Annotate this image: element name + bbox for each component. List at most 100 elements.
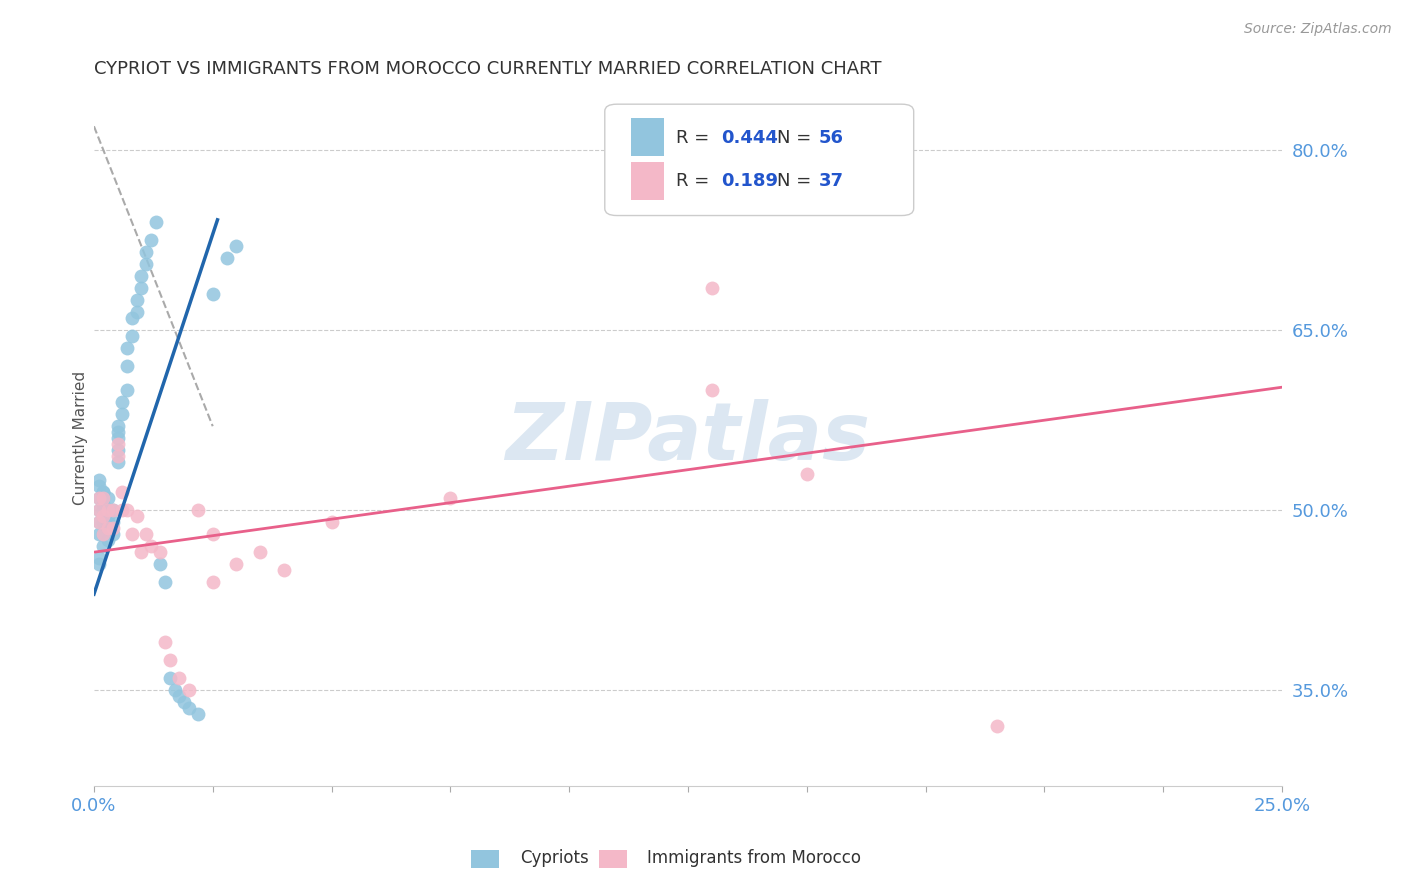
Point: [121, 527, 143, 541]
Point: [173, 695, 195, 709]
Point: [121, 311, 143, 326]
Point: [97, 521, 120, 535]
Point: [225, 239, 247, 253]
Point: [97, 509, 120, 524]
Point: [986, 719, 1008, 733]
Point: [700, 281, 723, 295]
Point: [225, 557, 247, 571]
Text: 0.444: 0.444: [721, 128, 778, 146]
Point: [93, 491, 115, 506]
Point: [149, 545, 172, 559]
Point: [107, 419, 129, 434]
Text: CYPRIOT VS IMMIGRANTS FROM MOROCCO CURRENTLY MARRIED CORRELATION CHART: CYPRIOT VS IMMIGRANTS FROM MOROCCO CURRE…: [94, 60, 882, 78]
Point: [187, 503, 209, 517]
Point: [87, 515, 110, 529]
Point: [115, 359, 138, 374]
Point: [93, 527, 115, 541]
Text: 0.189: 0.189: [721, 172, 778, 190]
Point: [201, 287, 224, 301]
Point: [149, 557, 172, 571]
Point: [139, 233, 162, 247]
Point: [111, 407, 134, 421]
Point: [93, 515, 115, 529]
Point: [163, 683, 186, 698]
Bar: [631, 118, 664, 156]
Text: N =: N =: [778, 128, 817, 146]
Point: [97, 503, 120, 517]
Point: [87, 551, 110, 566]
Point: [111, 485, 134, 500]
Point: [97, 503, 120, 517]
Text: Immigrants from Morocco: Immigrants from Morocco: [647, 849, 860, 867]
Point: [115, 383, 138, 397]
Point: [159, 653, 181, 667]
Point: [125, 305, 148, 319]
Point: [97, 491, 120, 506]
Point: [107, 437, 129, 451]
Point: [101, 527, 124, 541]
Point: [321, 515, 343, 529]
Point: [93, 491, 115, 506]
Point: [796, 467, 818, 482]
Point: [131, 281, 153, 295]
Point: [215, 252, 238, 266]
Point: [93, 485, 115, 500]
Point: [125, 509, 148, 524]
Text: N =: N =: [778, 172, 817, 190]
Point: [93, 503, 115, 517]
Point: [93, 497, 115, 511]
Point: [87, 503, 110, 517]
Text: 56: 56: [818, 128, 844, 146]
Point: [107, 449, 129, 463]
Text: R =: R =: [676, 128, 716, 146]
Point: [107, 455, 129, 469]
Point: [115, 341, 138, 355]
Point: [87, 503, 110, 517]
Point: [93, 485, 115, 500]
Point: [700, 383, 723, 397]
Point: [177, 683, 200, 698]
Point: [87, 473, 110, 487]
Point: [101, 515, 124, 529]
Point: [111, 395, 134, 409]
Point: [97, 521, 120, 535]
Point: [121, 329, 143, 343]
Point: [131, 545, 153, 559]
Point: [93, 509, 115, 524]
Bar: [631, 162, 664, 200]
Point: [87, 515, 110, 529]
Point: [139, 539, 162, 553]
Point: [101, 521, 124, 535]
Point: [155, 635, 177, 649]
Point: [87, 479, 110, 493]
Point: [169, 671, 191, 685]
Text: 37: 37: [818, 172, 844, 190]
Point: [97, 515, 120, 529]
Point: [115, 503, 138, 517]
Point: [87, 527, 110, 541]
Point: [107, 431, 129, 445]
Point: [87, 491, 110, 506]
Point: [93, 527, 115, 541]
Y-axis label: Currently Married: Currently Married: [73, 371, 89, 505]
Point: [273, 563, 295, 577]
Point: [125, 293, 148, 308]
Point: [201, 527, 224, 541]
Text: R =: R =: [676, 172, 721, 190]
Point: [135, 527, 157, 541]
Point: [107, 443, 129, 458]
Point: [201, 575, 224, 590]
FancyBboxPatch shape: [605, 104, 914, 216]
Point: [107, 425, 129, 440]
Point: [145, 215, 167, 229]
Point: [101, 503, 124, 517]
Point: [169, 689, 191, 703]
Point: [87, 557, 110, 571]
Point: [97, 533, 120, 548]
Point: [187, 707, 209, 722]
Point: [135, 245, 157, 260]
Point: [155, 575, 177, 590]
Point: [135, 257, 157, 271]
Point: [177, 701, 200, 715]
Point: [93, 539, 115, 553]
